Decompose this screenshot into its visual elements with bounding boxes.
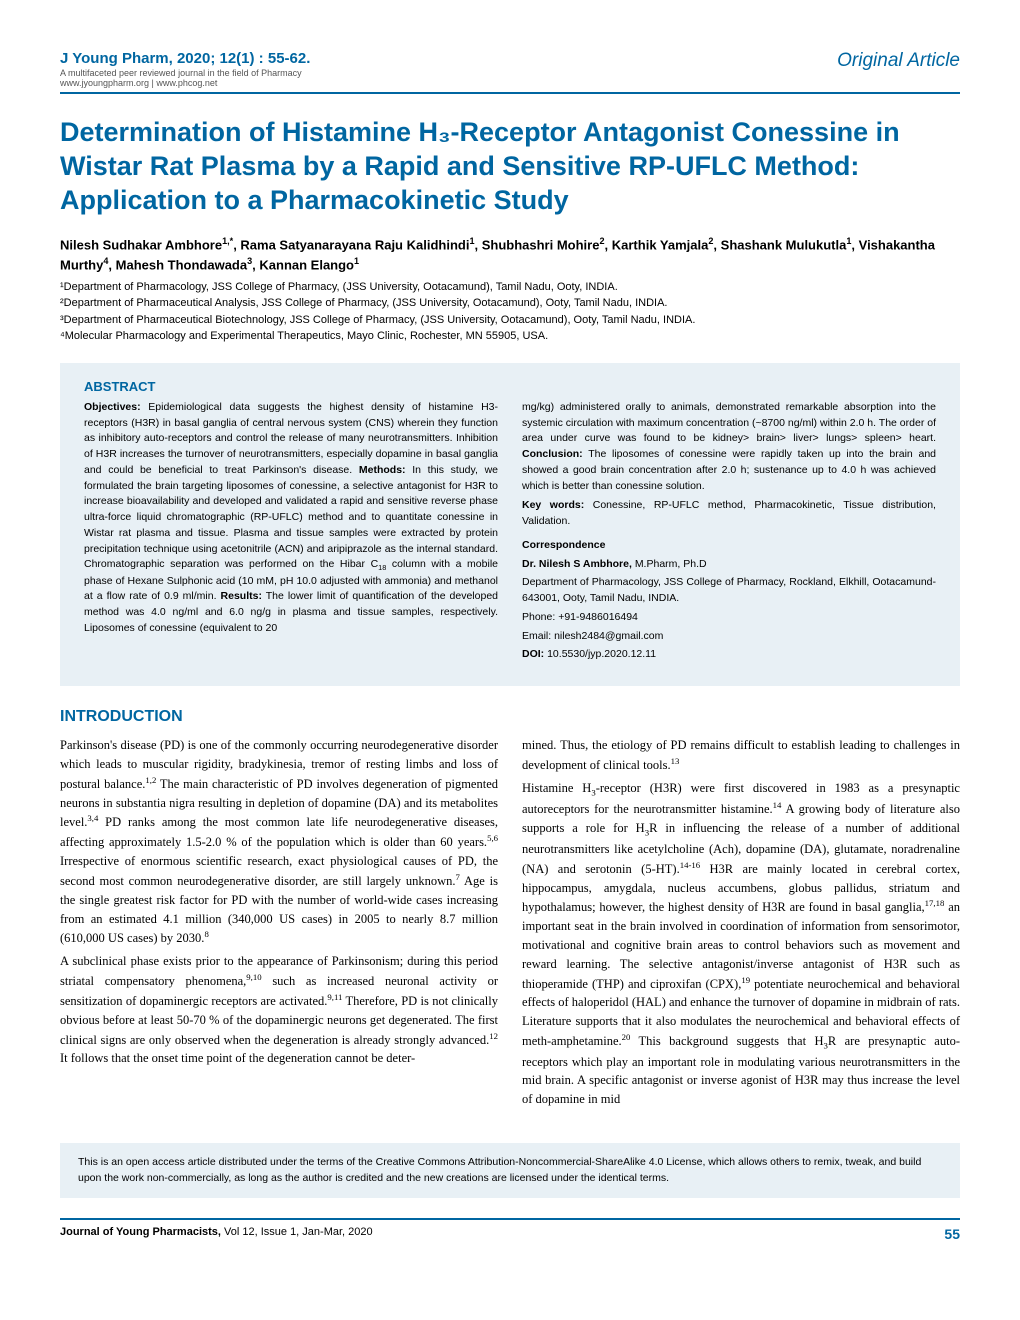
article-title: Determination of Histamine H₃-Receptor A… [60,116,960,217]
intro-para-2: A subclinical phase exists prior to the … [60,952,498,1068]
journal-header: J Young Pharm, 2020; 12(1) : 55-62. A mu… [60,50,960,94]
page-number: 55 [944,1226,960,1242]
abstract-box: ABSTRACT Objectives: Epidemiological dat… [60,363,960,686]
body-left-col: Parkinson's disease (PD) is one of the c… [60,736,498,1113]
affiliations: ¹Department of Pharmacology, JSS College… [60,279,960,345]
journal-urls: www.jyoungpharm.org | www.phcog.net [60,78,310,88]
article-type: Original Article [837,50,960,72]
correspondence-address: Department of Pharmacology, JSS College … [522,575,936,607]
abstract-keywords: Key words: Conessine, RP-UFLC method, Ph… [522,498,936,530]
intro-para-4: Histamine H3-receptor (H3R) were first d… [522,779,960,1109]
affiliation-3: ³Department of Pharmaceutical Biotechnol… [60,312,960,329]
introduction-heading: INTRODUCTION [60,708,960,726]
affiliation-2: ²Department of Pharmaceutical Analysis, … [60,295,960,312]
intro-para-1: Parkinson's disease (PD) is one of the c… [60,736,498,948]
footer-citation: Journal of Young Pharmacists, Vol 12, Is… [60,1226,373,1242]
correspondence-doi: DOI: 10.5530/jyp.2020.12.11 [522,647,936,663]
abstract-right-col: mg/kg) administered orally to animals, d… [522,400,936,666]
correspondence-email: Email: nilesh2484@gmail.com [522,629,936,645]
affiliation-4: ⁴Molecular Pharmacology and Experimental… [60,328,960,345]
body-right-col: mined. Thus, the etiology of PD remains … [522,736,960,1113]
correspondence-phone: Phone: +91-9486016494 [522,610,936,626]
license-box: This is an open access article distribut… [60,1143,960,1199]
abstract-right-text: mg/kg) administered orally to animals, d… [522,400,936,495]
journal-tagline: A multifaceted peer reviewed journal in … [60,68,310,78]
authors-list: Nilesh Sudhakar Ambhore1,*, Rama Satyana… [60,235,960,275]
journal-info: J Young Pharm, 2020; 12(1) : 55-62. A mu… [60,50,310,88]
journal-citation: J Young Pharm, 2020; 12(1) : 55-62. [60,50,310,67]
correspondence-name: Dr. Nilesh S Ambhore, M.Pharm, Ph.D [522,557,936,573]
affiliation-1: ¹Department of Pharmacology, JSS College… [60,279,960,296]
abstract-left-col: Objectives: Epidemiological data suggest… [84,400,498,666]
intro-para-3: mined. Thus, the etiology of PD remains … [522,736,960,775]
correspondence-heading: Correspondence [522,538,936,554]
body-columns: Parkinson's disease (PD) is one of the c… [60,736,960,1113]
abstract-heading: ABSTRACT [84,379,936,394]
page-footer: Journal of Young Pharmacists, Vol 12, Is… [60,1218,960,1242]
